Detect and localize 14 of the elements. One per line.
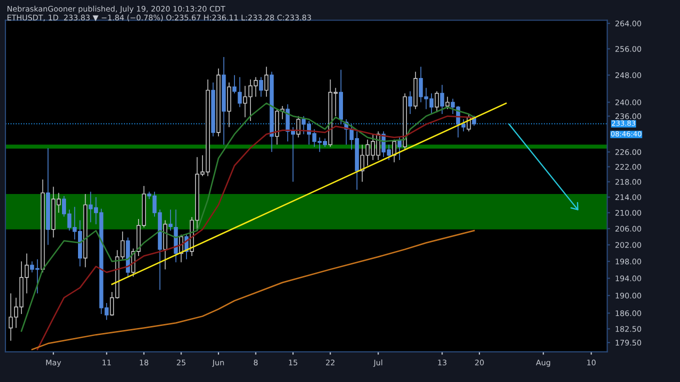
candlestick [434,90,439,113]
candlestick [259,76,264,98]
candlestick [264,66,268,98]
candlestick [238,76,242,108]
candlestick [440,84,444,114]
line-series [31,230,475,350]
line-series [36,115,475,350]
candlestick [168,209,173,232]
candlestick [445,96,450,110]
candlestick [232,74,236,94]
candlestick [408,90,412,114]
line-series [20,102,475,332]
candlestick [461,118,466,132]
candlestick [398,137,402,160]
